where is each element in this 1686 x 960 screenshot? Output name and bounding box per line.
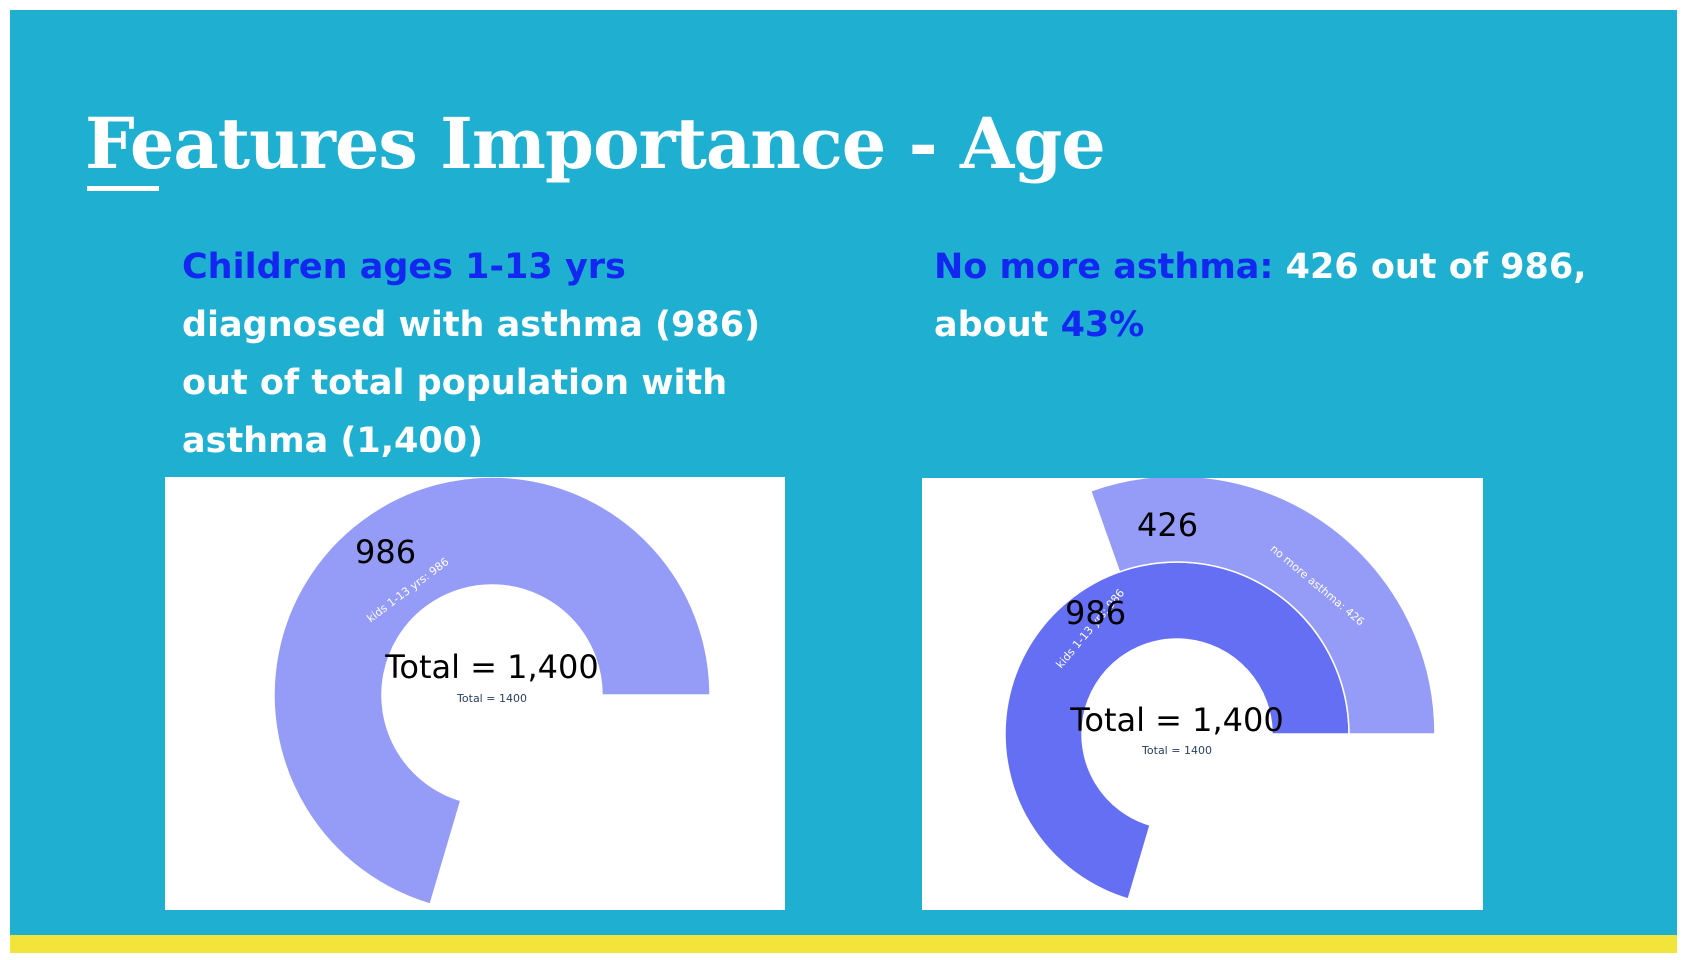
left-rest: diagnosed with asthma (986) out of total…	[182, 305, 761, 461]
center-total-small-label: Total = 1400	[456, 692, 527, 705]
value-label: 986	[1065, 594, 1126, 632]
left-description: Children ages 1-13 yrs diagnosed with as…	[182, 238, 802, 470]
value-label: 426	[1137, 506, 1198, 544]
left-highlight: Children ages 1-13 yrs	[182, 247, 626, 287]
slide-title: Features Importance - Age	[85, 102, 1106, 185]
sunburst-chart-right: kids 1-13 yrs: 986 986 no more asthma: 426…	[922, 478, 1483, 910]
center-total-label: Total = 1,400	[384, 648, 599, 686]
center-total-small-label: Total = 1400	[1141, 744, 1212, 757]
slide: Features Importance - Age Children ages …	[10, 10, 1677, 953]
sunburst-slice-kids-1-13-yrs	[273, 477, 711, 906]
value-label: 986	[355, 533, 416, 571]
sunburst-chart-left: kids 1-13 yrs: 986 986 Total = 1,400 Total …	[165, 477, 785, 910]
title-underline	[87, 186, 159, 191]
right-mid: 426 out of 986, about	[934, 247, 1587, 345]
accent-bar	[10, 935, 1677, 953]
right-highlight-1: No more asthma:	[934, 247, 1274, 287]
right-highlight-2: 43%	[1060, 305, 1145, 345]
center-total-label: Total = 1,400	[1069, 701, 1284, 739]
sunburst-slice-no-more-asthma	[1089, 478, 1436, 735]
right-description: No more asthma: 426 out of 986, about 43…	[934, 238, 1634, 354]
